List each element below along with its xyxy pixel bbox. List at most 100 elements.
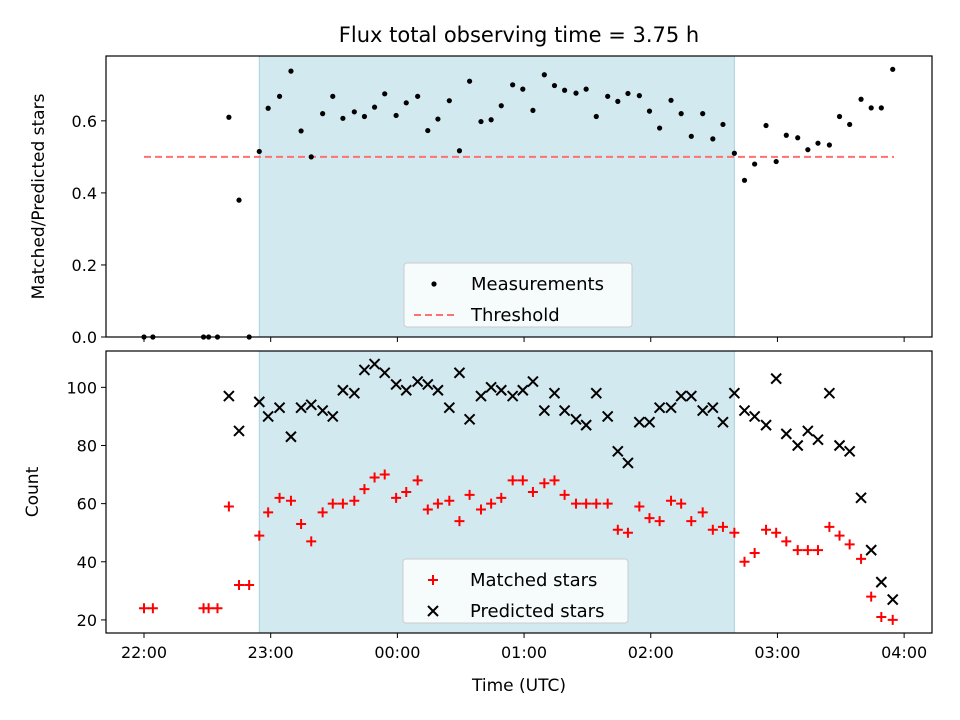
predicted-star-point (887, 593, 899, 606)
measurement-point (763, 122, 769, 129)
y-tick-label: 0.2 (72, 256, 97, 275)
measurement-point (593, 113, 599, 120)
predicted-star-point (348, 387, 361, 399)
measurement-point (308, 154, 314, 160)
measurement-point (226, 114, 232, 120)
matched-star-point (866, 591, 877, 602)
measurement-point (415, 93, 421, 99)
measurement-point (657, 125, 663, 131)
predicted-star-point (843, 445, 856, 458)
matched-star-point (349, 495, 360, 506)
predicted-star-point (728, 387, 741, 399)
measurement-point (710, 136, 716, 142)
measurement-point (826, 142, 832, 148)
measurement-point (688, 133, 694, 139)
measurement-point (773, 158, 779, 165)
matched-star-point (539, 478, 550, 489)
y-tick-label: 60 (77, 495, 97, 514)
matched-star-point (876, 612, 887, 623)
measurement-point (551, 82, 558, 89)
matched-star-point (475, 504, 486, 515)
matched-star-point (634, 501, 645, 512)
x-tick-label: 03:00 (754, 643, 800, 662)
measurement-point (256, 148, 262, 155)
measurement-point (868, 105, 874, 111)
legend-label: Measurements (471, 274, 604, 295)
measurement-point (795, 135, 801, 141)
x-tick-label: 02:00 (628, 643, 674, 662)
measurement-point (330, 93, 336, 99)
matched-star-point (391, 492, 402, 503)
matched-star-point (234, 580, 245, 591)
predicted-star-point (707, 401, 719, 414)
predicted-star-point (253, 396, 265, 408)
matched-star-point (369, 472, 380, 483)
measurement-point (361, 113, 368, 120)
measurement-point (498, 103, 504, 109)
predicted-star-point (780, 428, 793, 440)
matched-star-point (359, 484, 370, 495)
y-tick-label: 40 (77, 553, 97, 572)
x-tick-label: 00:00 (374, 643, 420, 662)
legend-box (403, 262, 633, 328)
predicted-star-point (538, 404, 551, 417)
matched-star-point (327, 498, 338, 509)
predicted-star-point (685, 390, 698, 402)
legend-label: Predicted stars (470, 601, 604, 622)
measurement-point (878, 105, 884, 111)
measurement-point (382, 91, 388, 97)
matched-star-point (717, 521, 728, 532)
matched-star-point (317, 507, 328, 518)
matched-star-point (676, 498, 687, 509)
matched-star-point (285, 495, 296, 506)
matched-star-point (254, 530, 265, 541)
measurement-point (298, 128, 304, 134)
measurement-point (858, 96, 864, 102)
matched-star-point (203, 603, 214, 614)
predicted-star-point (675, 390, 687, 402)
predicted-star-point (485, 381, 497, 394)
y-tick-label: 100 (66, 378, 97, 397)
matched-star-point (844, 539, 855, 550)
legend-label: Matched stars (470, 570, 597, 591)
predicted-star-point (865, 544, 877, 556)
predicted-star-point (748, 410, 761, 423)
predicted-star-point (823, 387, 836, 399)
predicted-star-point (305, 399, 317, 411)
measurement-point (605, 93, 611, 99)
matched-star-point (139, 603, 150, 614)
measurement-point (646, 108, 653, 114)
matched-star-point (444, 495, 455, 506)
matched-star-point (602, 498, 613, 509)
matched-star-point (571, 498, 582, 509)
predicted-star-point (696, 404, 709, 417)
matched-star-point (612, 524, 623, 535)
top-y-axis-label: Matched/Predicted stars (29, 93, 49, 299)
predicted-star-point (327, 410, 339, 423)
predicted-star-point (463, 413, 476, 426)
x-tick-label: 04:00 (881, 643, 927, 662)
predicted-star-point (601, 410, 614, 423)
legend-matched-marker (428, 575, 438, 585)
bottom-panel-counts: 20 40 60 80 100 22:00 23:00 00:00 01:00 02:00 03:0… (66, 350, 933, 662)
matched-star-point (454, 516, 465, 527)
predicted-star-point (792, 439, 804, 452)
predicted-star-point (580, 419, 592, 431)
measurement-point (636, 93, 642, 99)
matched-star-point (802, 545, 813, 556)
predicted-star-point (548, 387, 561, 399)
predicted-star-point (316, 404, 329, 417)
measurement-point (371, 104, 378, 110)
predicted-star-point (527, 375, 539, 388)
measurement-point (562, 87, 568, 93)
matched-star-point (739, 556, 750, 567)
matched-star-point (422, 504, 433, 515)
measurement-point (510, 82, 516, 88)
measurement-point (236, 197, 242, 203)
predicted-star-point (558, 404, 571, 417)
measurement-point (320, 111, 326, 117)
matched-star-point (781, 536, 792, 547)
matched-star-point (707, 524, 718, 535)
measurement-point (847, 121, 853, 128)
predicted-star-point (633, 416, 646, 428)
